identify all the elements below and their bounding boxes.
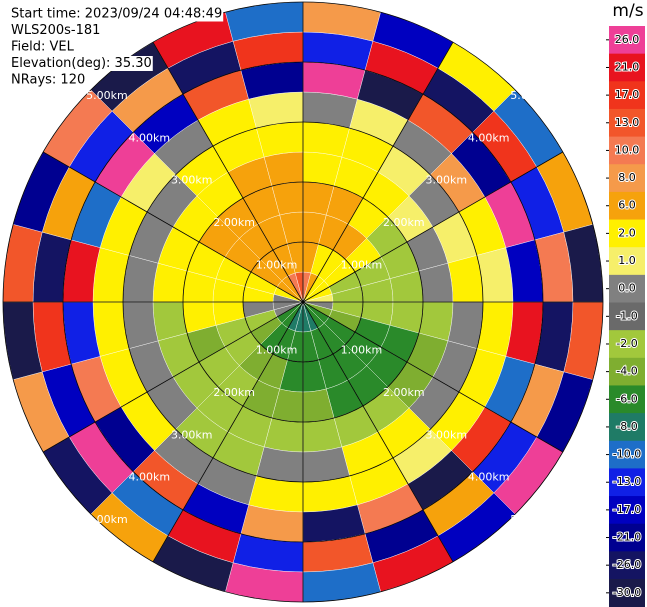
colorbar-swatch (609, 330, 645, 359)
range-ring-label: 2.00km (213, 386, 255, 399)
range-ring (62, 61, 544, 543)
colorbar-tick-label: -26.0 (613, 558, 641, 571)
range-gate (122, 255, 159, 303)
range-ring-label: 1.00km (341, 259, 383, 272)
range-ring-label: 4.00km (468, 471, 510, 484)
colorbar-swatch (609, 468, 645, 497)
range-gate (256, 121, 304, 158)
range-ring-label: 4.00km (129, 131, 171, 144)
header-background (10, 39, 76, 55)
overlay: 1.00km 1.00km 1.00km 1.00km 2.00km 2.00km 2.00… (2, 1, 604, 603)
colorbar-swatch (609, 53, 645, 82)
colorbar-tick-label: -21.0 (613, 531, 641, 544)
colorbar-tick-label: 26.0 (615, 33, 640, 46)
range-ring-label: 2.00km (383, 216, 425, 229)
range-ring-label: 5.00km (510, 513, 552, 526)
range-ring-label: 3.00km (425, 428, 467, 441)
header-line: NRays: 120 (11, 73, 85, 88)
range-ring-label: 5.00km (510, 89, 552, 102)
range-gate (302, 121, 350, 158)
colorbar-tick-label: 0.0 (618, 282, 636, 295)
header-line: Elevation(deg): 35.30 (11, 56, 152, 71)
colorbar-swatch (609, 108, 645, 138)
header-line: WLS200s-181 (11, 23, 100, 38)
range-ring-label: 2.00km (383, 386, 425, 399)
colorbar-swatch (609, 191, 645, 221)
colorbar-title: m/s (612, 1, 643, 21)
range-ring-label: 5.00km (86, 89, 128, 102)
colorbar-tick-label: 1.0 (618, 254, 636, 267)
colorbar-swatch (609, 579, 645, 607)
range-ring-label: 3.00km (171, 174, 213, 187)
header-line: Start time: 2023/09/24 04:48:49 (11, 7, 222, 22)
spoke-line (152, 41, 454, 563)
colorbar-tick-label: 8.0 (618, 171, 636, 184)
colorbar-swatch (609, 219, 645, 248)
colorbar-swatch (609, 523, 645, 552)
colorbar-swatch (609, 136, 645, 165)
colorbar: 26.0 21.0 17.0 13.0 10.0 8.0 6.0 2.0 1.0 0.0 -1.0 -… (606, 26, 645, 607)
colorbar-swatch (609, 440, 645, 469)
range-gate (302, 446, 350, 483)
colorbar-swatch (609, 274, 645, 303)
colorbar-tick-label: -8.0 (616, 420, 637, 433)
colorbar-tick-label: 10.0 (615, 143, 640, 156)
range-ring-label: 3.00km (425, 174, 467, 187)
range-gate (256, 446, 304, 483)
range-ring-label: 5.00km (86, 513, 128, 526)
colorbar-tick-label: -1.0 (616, 309, 637, 322)
colorbar-swatch (609, 302, 645, 331)
range-ring-label: 4.00km (468, 131, 510, 144)
colorbar-swatch (609, 81, 645, 110)
range-gate (447, 301, 484, 349)
header-background (10, 56, 153, 71)
range-gate (447, 255, 484, 303)
header-background (10, 23, 102, 38)
colorbar-swatch (609, 385, 645, 414)
range-ring (242, 241, 364, 363)
colorbar-swatch (609, 247, 645, 276)
range-ring-label: 2.00km (213, 216, 255, 229)
colorbar-swatch (609, 164, 645, 193)
range-ring (122, 121, 484, 483)
colorbar-tick-label: 6.0 (618, 199, 636, 212)
colorbar-tick-label: -30.0 (613, 586, 641, 599)
colorbar-tick-label: -13.0 (613, 475, 641, 488)
colorbar-swatch (609, 496, 645, 525)
colorbar-tick-label: -6.0 (616, 392, 637, 405)
colorbar-tick-label: -10.0 (613, 448, 641, 461)
colorbar-tick-label: -4.0 (616, 365, 637, 378)
range-ring (2, 1, 604, 603)
ppi-plot (2, 1, 604, 603)
colorbar-tick-label: -17.0 (613, 503, 641, 516)
range-ring-label: 4.00km (129, 471, 171, 484)
colorbar-tick-label: 2.0 (618, 226, 636, 239)
range-gate (122, 301, 159, 349)
colorbar-tick-label: 17.0 (615, 88, 640, 101)
colorbar-tick-label: -2.0 (616, 337, 637, 350)
range-ring-label: 3.00km (171, 428, 213, 441)
colorbar-tick-label: 21.0 (615, 60, 640, 73)
range-ring-label: 1.00km (256, 343, 298, 356)
header-background (10, 6, 224, 22)
colorbar-swatch (609, 413, 645, 442)
header-line: Field: VEL (11, 40, 75, 55)
header-background (10, 72, 87, 88)
range-ring-label: 1.00km (256, 259, 298, 272)
colorbar-swatch (609, 551, 645, 580)
range-ring-label: 1.00km (341, 343, 383, 356)
range-ring (182, 181, 424, 423)
colorbar-swatch (609, 26, 645, 55)
colorbar-swatch (609, 357, 645, 386)
colorbar-tick-label: 13.0 (615, 116, 640, 129)
